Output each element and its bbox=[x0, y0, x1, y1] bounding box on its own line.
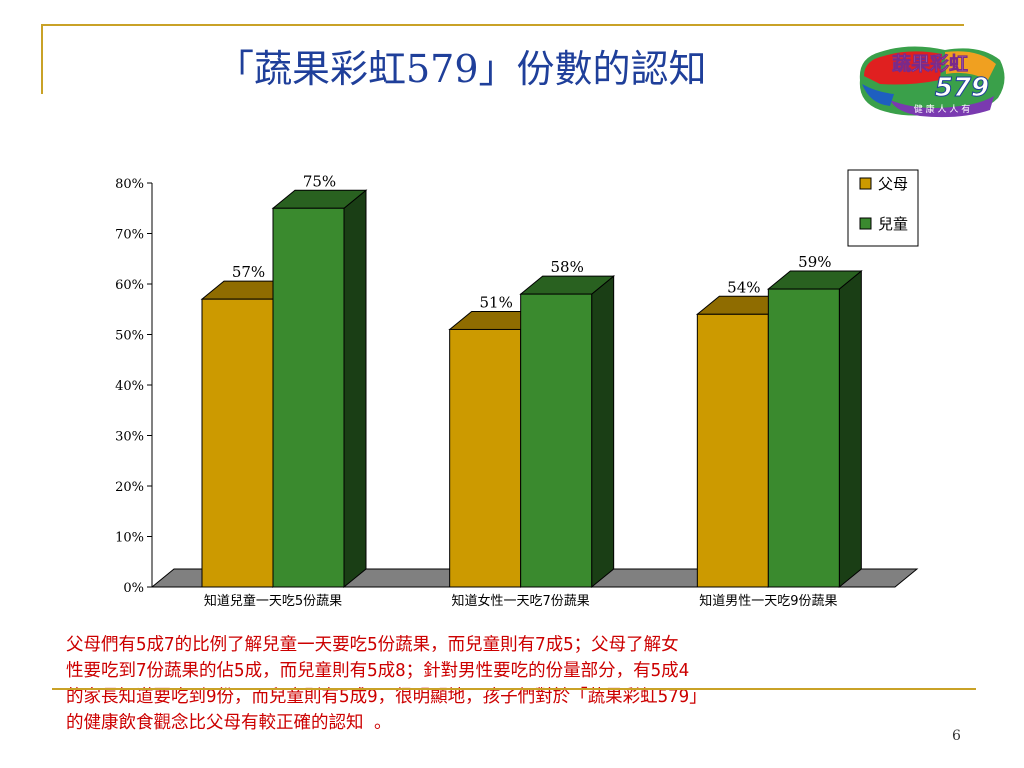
y-tick-label: 80% bbox=[115, 177, 144, 192]
x-category-label: 知道男性一天吃9份蔬果 bbox=[699, 593, 837, 609]
legend-swatch bbox=[859, 217, 872, 230]
bar-children bbox=[520, 293, 593, 588]
svg-text:蔬果彩虹: 蔬果彩虹 bbox=[892, 52, 968, 75]
body-line-1: 父母們有5成7的比例了解兒童一天要吃5份蔬果，而兒童則有7成5；父母了解女 bbox=[66, 635, 679, 655]
bar-side bbox=[838, 269, 862, 589]
page-number: 6 bbox=[952, 728, 961, 744]
bar-parents bbox=[201, 298, 274, 588]
data-label: 59% bbox=[798, 253, 831, 271]
y-tick-label: 30% bbox=[115, 430, 144, 445]
y-tick-label: 40% bbox=[115, 379, 144, 394]
bar-parents bbox=[696, 313, 769, 588]
svg-text:健 康 人 人 有: 健 康 人 人 有 bbox=[914, 103, 970, 115]
data-label: 58% bbox=[550, 258, 583, 276]
x-category-label: 知道兒童一天吃5份蔬果 bbox=[204, 593, 342, 609]
data-label: 54% bbox=[727, 278, 760, 296]
data-label: 75% bbox=[303, 172, 336, 190]
body-line-4: 的健康飲食觀念比父母有較正確的認知 。 bbox=[66, 713, 392, 733]
body-line-2: 性要吃到7份蔬果的佔5成，而兒童則有5成8；針對男性要吃的份量部分，有5成4 bbox=[66, 661, 690, 681]
y-tick-label: 60% bbox=[115, 278, 144, 293]
x-category-label: 知道女性一天吃7份蔬果 bbox=[452, 593, 590, 609]
body-line-3: 的家長知道要吃到9份，而兒童則有5成9，很明顯地，孩子們對於「蔬果彩虹579」 bbox=[66, 687, 707, 707]
y-tick-label: 0% bbox=[123, 581, 144, 596]
svg-text:579: 579 bbox=[935, 73, 989, 103]
bar-side bbox=[591, 275, 615, 589]
y-tick-label: 70% bbox=[115, 228, 144, 243]
rainbow-579-logo: 蔬果彩虹 579 健 康 人 人 有 bbox=[859, 46, 1005, 118]
frame-vertical-line bbox=[41, 24, 43, 94]
bar-parents bbox=[449, 328, 522, 588]
y-tick-label: 10% bbox=[115, 531, 144, 546]
legend-swatch bbox=[859, 177, 872, 190]
frame-horizontal-line bbox=[41, 24, 964, 26]
bar-children bbox=[767, 288, 840, 588]
y-tick-label: 50% bbox=[115, 329, 144, 344]
slide-title: 「蔬果彩虹579」份數的認知 bbox=[216, 47, 707, 91]
y-tick-label: 20% bbox=[115, 480, 144, 495]
legend-label: 兒童 bbox=[878, 215, 908, 233]
data-label: 57% bbox=[232, 263, 265, 281]
legend-label: 父母 bbox=[878, 175, 908, 193]
body-divider-line bbox=[52, 688, 976, 690]
data-label: 51% bbox=[479, 293, 512, 311]
bar-children bbox=[272, 207, 345, 588]
bar-side bbox=[343, 189, 367, 589]
body-paragraph: 父母們有5成7的比例了解兒童一天要吃5份蔬果，而兒童則有7成5；父母了解女 性要… bbox=[66, 632, 966, 736]
